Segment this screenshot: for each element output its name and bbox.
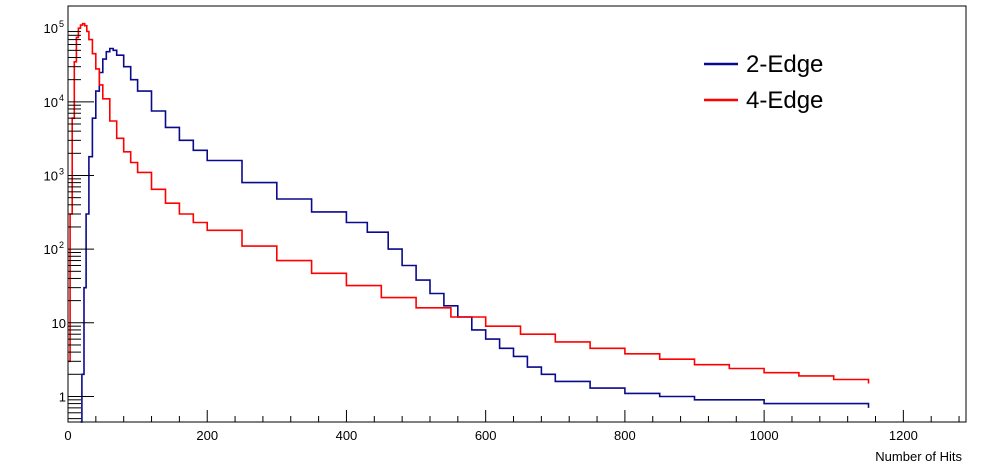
x-tick-label: 0	[64, 428, 71, 443]
x-axis-title: Number of Hits	[875, 449, 962, 464]
y-tick-base: 10	[44, 168, 58, 183]
y-tick-label: 10	[52, 316, 66, 331]
plot-frame	[67, 5, 967, 423]
y-tick-base: 10	[44, 95, 58, 110]
x-tick-label: 1000	[750, 428, 779, 443]
x-tick-label: 200	[196, 428, 218, 443]
y-tick-label: 10	[44, 168, 58, 183]
series-line-2	[68, 22, 870, 384]
series-layer	[68, 22, 870, 423]
x-axis: 0 200 400 600 800 1000 1200	[64, 410, 960, 443]
y-tick-label: 10	[44, 95, 58, 110]
legend-label-1: 2-Edge	[746, 51, 823, 78]
y-tick-label: 1	[59, 389, 66, 404]
series-line-1	[80, 47, 870, 423]
y-tick-exponent: 4	[59, 93, 64, 103]
legend-label-2: 4-Edge	[746, 87, 823, 114]
y-tick-label: 10	[44, 242, 58, 257]
x-tick-label: 600	[475, 428, 497, 443]
y-tick-label: 10	[44, 21, 58, 36]
x-tick-label: 800	[614, 428, 636, 443]
x-tick-label: 1200	[889, 428, 918, 443]
y-tick-base: 10	[44, 21, 58, 36]
y-tick-base: 10	[44, 242, 58, 257]
legend: 2-Edge 4-Edge	[704, 51, 823, 114]
y-tick-exponent: 5	[59, 19, 64, 29]
y-tick-exponent: 2	[59, 240, 64, 250]
x-tick-label: 400	[336, 428, 358, 443]
y-tick-exponent: 3	[59, 166, 64, 176]
